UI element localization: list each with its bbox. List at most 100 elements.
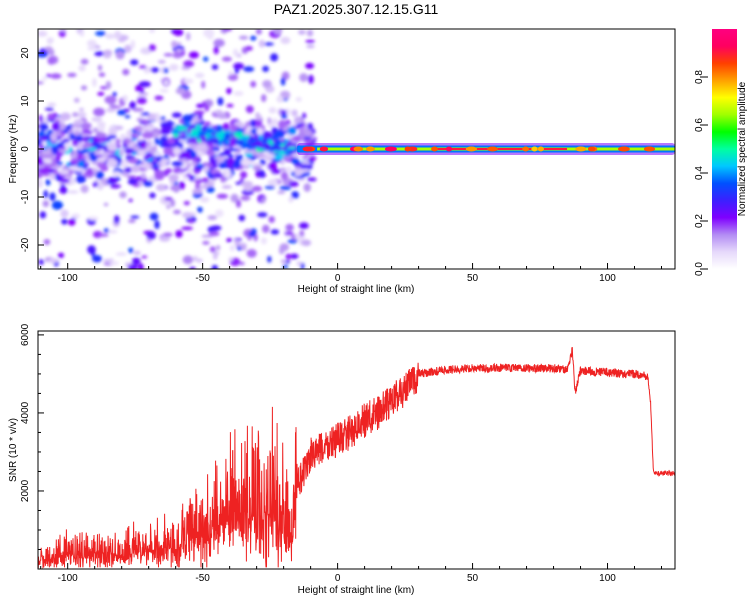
spectrogram-cell	[127, 264, 139, 269]
spectrogram-cell	[213, 46, 219, 55]
stable-line-spot	[531, 146, 538, 152]
spectrogram-cell	[69, 135, 77, 140]
spectrogram-cell	[243, 66, 255, 72]
spectrogram-cell	[302, 112, 307, 119]
stable-line-spot	[319, 146, 329, 152]
spectrogram-cell	[73, 97, 80, 103]
spectrogram-cell	[38, 171, 43, 179]
spectrogram-cell	[124, 137, 131, 145]
spectrogram-cell	[195, 182, 201, 190]
spectrogram-cell	[164, 197, 173, 201]
spectrogram-cell	[130, 215, 140, 219]
spectrogram-cell	[209, 158, 218, 164]
spectrogram-cell	[210, 225, 222, 231]
spectrogram-cell	[107, 154, 119, 158]
spectrogram-cell	[203, 29, 215, 38]
spectrogram-cell	[170, 199, 176, 208]
spectrogram-cell	[68, 168, 74, 176]
spectrogram-cell	[171, 161, 184, 167]
spectrogram-cell	[68, 165, 79, 170]
spectrogram-cell	[233, 91, 244, 96]
spectrogram-cell	[192, 188, 203, 194]
spectrogram-cell	[106, 159, 118, 168]
spectrogram-cell	[263, 42, 274, 46]
spectrogram-cell	[260, 197, 266, 204]
spectrogram-cell	[109, 103, 117, 107]
spectrogram-cell	[258, 39, 265, 48]
colorbar-tick-label: 0.6	[694, 118, 705, 132]
snr-y-tick-label: 4000	[20, 401, 31, 424]
spectrogram-cell	[221, 56, 232, 62]
spectrogram-cell	[267, 255, 272, 263]
spectrogram-cell	[62, 138, 70, 144]
spectrogram-cell	[59, 187, 68, 194]
spectrogram-cell	[149, 192, 156, 199]
spectrogram-cell	[38, 259, 44, 265]
spectrogram-cell	[258, 169, 266, 178]
spectrogram-cell	[51, 200, 64, 210]
spectrogram-cell	[82, 143, 91, 149]
spectrogram-cell	[75, 175, 87, 184]
spectrogram-cell	[258, 134, 264, 140]
spectrogram-cell	[173, 132, 179, 138]
spectrogram-cell	[246, 249, 257, 258]
spectrogram-cell	[133, 132, 139, 138]
spectrogram-cell	[179, 181, 185, 190]
spectrogram-cell	[42, 200, 49, 208]
spectrogram-cell	[153, 152, 163, 157]
spectrogram-cell	[279, 185, 292, 191]
spectrogram-cell	[300, 123, 306, 128]
spectrogram-cell	[264, 185, 276, 190]
spectrogram-cell	[189, 150, 197, 159]
spectrogram-cell	[105, 80, 112, 90]
spectrogram-cell	[146, 139, 152, 145]
spectrogram-cell	[288, 181, 299, 187]
spectrogram-cell	[290, 143, 298, 147]
spectrogram-cell	[182, 176, 189, 181]
spectrogram-cell	[112, 171, 122, 177]
spectrogram-cell	[128, 247, 134, 254]
spectrogram-cell	[243, 137, 248, 144]
stable-line-spot	[431, 146, 438, 152]
spectrogram-cell	[163, 147, 174, 156]
spectrogram-cell	[204, 121, 211, 126]
snr-x-axis-label: Height of straight line (km)	[298, 585, 415, 596]
spectrogram-cell	[61, 218, 68, 225]
spectrogram-cell	[208, 150, 216, 158]
spectrogram-cell	[183, 60, 195, 68]
spectrogram-cell	[67, 129, 74, 134]
spectrogram-cell	[88, 216, 99, 221]
spectrogram-cell	[109, 134, 117, 140]
spectrogram-cell	[277, 190, 286, 194]
spectrogram-cell	[100, 165, 109, 172]
stable-line-spot	[522, 146, 529, 152]
spectrogram-cell	[95, 132, 106, 138]
spectrogram-cell	[139, 65, 147, 69]
spectrogram-cell	[212, 173, 223, 178]
spectrogram-cell	[157, 60, 166, 64]
spectrogram-cell	[103, 49, 113, 57]
spectrogram-cell	[67, 190, 79, 194]
spectrogram-cell	[94, 141, 99, 148]
spectrogram-cell	[298, 29, 306, 35]
spectrogram-cell	[268, 107, 277, 114]
spectrogram-cell	[245, 105, 254, 114]
spectrogram-cell	[92, 181, 99, 188]
spectrogram-cell	[52, 122, 60, 131]
spectrogram-cell	[85, 169, 94, 176]
spectrogram-cell	[278, 120, 288, 129]
stable-line-spot	[445, 146, 453, 152]
spectrogram-cell	[171, 40, 178, 48]
spectrogram-cell	[137, 150, 144, 155]
spectrogram-cell	[155, 184, 167, 192]
spectrogram-cell	[47, 102, 57, 107]
spectrogram-cell	[97, 157, 107, 163]
spectrogram-cell	[53, 169, 58, 175]
spectrogram-cell	[175, 49, 183, 53]
spectrogram-cell	[163, 67, 169, 74]
snr-x-tick-label: -100	[58, 573, 78, 584]
spectrogram-cell	[296, 261, 303, 266]
spectrogram-cell	[262, 224, 270, 234]
